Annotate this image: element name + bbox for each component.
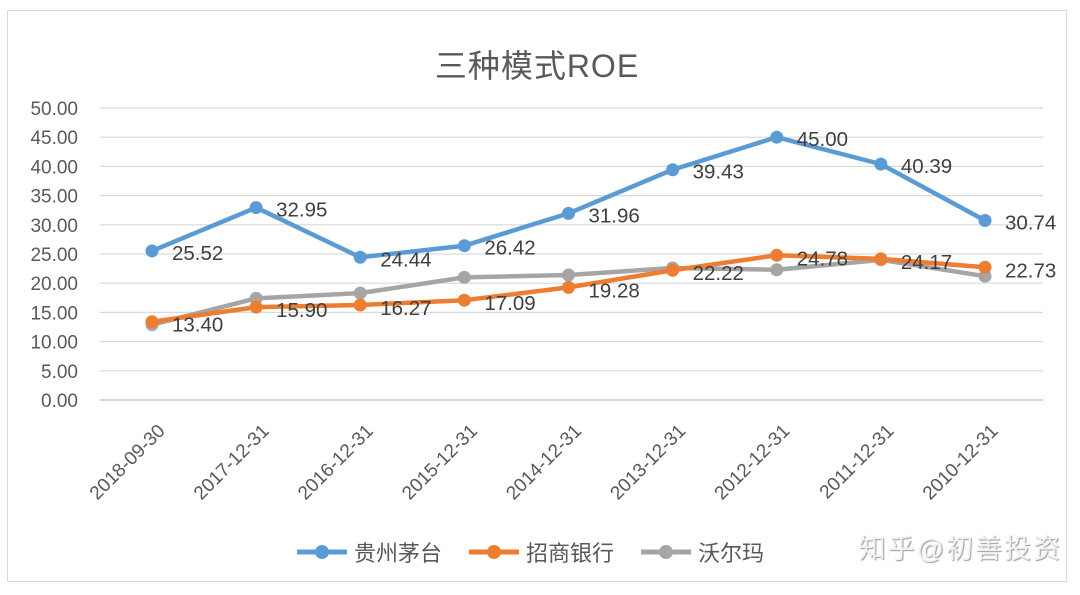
series-point-cmb xyxy=(249,300,263,314)
data-label-moutai: 39.43 xyxy=(693,161,744,184)
y-axis-tick-label: 0.00 xyxy=(41,391,78,412)
series-line-moutai xyxy=(149,134,988,260)
series-point-cmb xyxy=(562,280,575,294)
legend-line-marker-icon xyxy=(469,545,520,559)
data-label-moutai: 45.00 xyxy=(797,128,848,151)
y-axis-tick-label: 10.00 xyxy=(30,333,78,354)
y-axis-tick-label: 50.00 xyxy=(30,99,78,120)
data-label-moutai: 31.96 xyxy=(589,204,640,227)
series-point-moutai xyxy=(353,250,367,264)
x-axis-tick-label: 2014-12-31 xyxy=(502,421,586,505)
series-point-moutai xyxy=(666,163,680,177)
series-point-moutai xyxy=(562,206,575,220)
x-axis-tick-label: 2015-12-31 xyxy=(398,421,482,505)
x-axis-tick-label: 2010-12-31 xyxy=(919,421,1003,505)
x-axis-tick-label: 2018-09-30 xyxy=(86,421,170,505)
series-point-moutai xyxy=(770,130,784,144)
x-axis-tick-label: 2013-12-31 xyxy=(607,421,691,505)
y-axis-tick-label: 20.00 xyxy=(30,274,78,295)
series-point-moutai xyxy=(874,157,888,171)
data-label-cmb: 22.22 xyxy=(693,262,744,285)
data-label-cmb: 15.90 xyxy=(276,299,327,322)
y-axis-tick-label: 35.00 xyxy=(30,187,78,208)
y-axis-tick-label: 45.00 xyxy=(30,128,78,149)
series-point-walmart xyxy=(353,286,367,300)
legend-label-cmb: 招商银行 xyxy=(526,541,615,566)
series-point-walmart xyxy=(562,268,575,282)
series-point-cmb xyxy=(770,248,784,262)
data-label-moutai: 24.44 xyxy=(380,248,431,271)
series-point-cmb xyxy=(457,293,471,307)
zhihu-watermark: 知乎@初善投资 xyxy=(858,534,1062,564)
series-point-moutai xyxy=(457,239,471,253)
chart-legend: 贵州茅台 招商银行 沃尔玛 xyxy=(296,536,764,568)
series-point-cmb xyxy=(978,260,992,274)
series-point-moutai xyxy=(978,213,992,227)
legend-item-walmart: 沃尔玛 xyxy=(640,536,764,568)
chart-title: 三种模式ROE xyxy=(434,48,640,84)
data-label-moutai: 25.52 xyxy=(172,242,223,265)
legend-line-marker-icon xyxy=(297,545,347,559)
legend-label-walmart: 沃尔玛 xyxy=(698,541,765,566)
legend-item-cmb: 招商银行 xyxy=(468,536,614,568)
series-point-cmb xyxy=(353,298,367,312)
series-point-moutai xyxy=(145,244,159,258)
y-axis-tick-label: 30.00 xyxy=(30,216,78,237)
y-axis-tick-label: 25.00 xyxy=(30,245,78,266)
data-label-cmb: 16.27 xyxy=(380,297,431,320)
x-axis-tick-label: 2012-12-31 xyxy=(711,421,795,505)
legend-line-marker-icon xyxy=(641,545,692,559)
y-axis-tick-label: 15.00 xyxy=(30,303,78,324)
data-label-cmb: 24.17 xyxy=(901,251,952,274)
data-label-moutai: 32.95 xyxy=(276,199,327,222)
series-point-cmb xyxy=(666,263,680,277)
series-point-walmart xyxy=(457,270,471,284)
series-point-walmart xyxy=(770,263,784,277)
series-point-walmart xyxy=(978,269,992,283)
data-label-moutai: 30.74 xyxy=(1005,211,1056,234)
series-point-cmb xyxy=(145,315,159,329)
y-axis-tick-label: 5.00 xyxy=(41,362,78,383)
x-axis-tick-label: 2017-12-31 xyxy=(190,421,274,505)
data-label-cmb: 13.40 xyxy=(172,314,223,337)
legend-item-moutai: 贵州茅台 xyxy=(296,536,442,568)
x-axis-tick-label: 2016-12-31 xyxy=(294,421,378,505)
x-axis-tick-label: 2011-12-31 xyxy=(816,421,899,504)
data-label-cmb: 19.28 xyxy=(589,279,640,302)
data-label-cmb: 17.09 xyxy=(484,292,535,315)
data-label-cmb: 24.78 xyxy=(797,247,848,270)
data-label-moutai: 40.39 xyxy=(901,155,952,178)
series-point-cmb xyxy=(874,252,888,266)
data-label-cmb: 22.73 xyxy=(1005,259,1056,282)
data-label-moutai: 26.42 xyxy=(484,237,535,260)
legend-label-moutai: 贵州茅台 xyxy=(354,541,443,566)
chart-card: 三种模式ROE xyxy=(7,10,1067,582)
series-point-moutai xyxy=(249,201,263,215)
y-axis-tick-label: 40.00 xyxy=(30,157,78,178)
